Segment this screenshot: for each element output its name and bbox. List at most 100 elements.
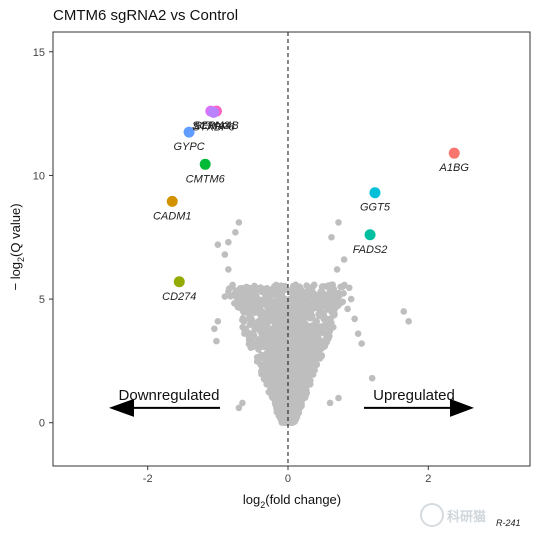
gene-point	[351, 315, 358, 323]
gene-point	[294, 306, 301, 313]
gene-point	[234, 303, 242, 311]
gene-point	[358, 340, 365, 347]
gene-point	[248, 320, 256, 328]
gene-point	[252, 325, 260, 332]
gene-point	[324, 304, 331, 311]
gene-point	[280, 329, 288, 336]
gene-point	[301, 290, 309, 298]
gene-point	[281, 310, 289, 317]
gene-point	[287, 391, 294, 399]
highlight-point-cadm1	[166, 195, 178, 207]
gene-point	[225, 238, 232, 246]
gene-label-cadm1: CADM1	[153, 210, 192, 222]
gene-point	[308, 292, 315, 299]
gene-point	[270, 390, 278, 398]
gene-point	[303, 344, 311, 351]
gene-point	[235, 219, 243, 226]
gene-point	[308, 314, 316, 322]
gene-point	[283, 350, 290, 358]
gene-point	[262, 309, 270, 317]
gene-label-cd274: CD274	[162, 291, 196, 303]
gene-label-scrn3: SCRN3	[192, 120, 230, 132]
gene-point	[302, 306, 309, 313]
gene-point	[257, 361, 264, 369]
gene-point	[275, 346, 283, 353]
gene-point	[270, 301, 277, 309]
gene-point	[221, 293, 229, 300]
gene-point	[297, 346, 304, 354]
gene-label-sema4b: SEMA4B	[194, 120, 239, 132]
gene-point	[264, 338, 272, 345]
gene-point	[325, 335, 332, 342]
gene-point	[335, 394, 342, 402]
gene-point	[300, 314, 308, 321]
gene-point	[258, 330, 266, 338]
gene-point	[334, 302, 342, 310]
gene-point	[239, 316, 246, 324]
gene-point	[290, 317, 298, 325]
gene-point	[268, 350, 276, 358]
gene-point	[258, 321, 266, 329]
gene-point	[257, 337, 265, 345]
gene-point	[213, 337, 220, 345]
gene-point	[288, 329, 295, 337]
gene-label-gypc: GYPC	[173, 141, 204, 153]
gene-point	[277, 371, 285, 379]
right-arrow-icon	[450, 398, 474, 417]
gene-point	[286, 399, 293, 407]
watermark-text: 科研猫	[447, 509, 486, 524]
gene-point	[268, 292, 276, 299]
gene-label-fads2: FADS2	[353, 244, 388, 256]
gene-point	[211, 325, 218, 333]
gene-point	[281, 315, 289, 322]
gene-point	[339, 298, 347, 306]
gene-point	[242, 298, 250, 305]
gene-point	[354, 330, 362, 337]
gene-label-a1bg: A1BG	[439, 162, 470, 174]
gene-point	[310, 342, 317, 349]
gene-point	[281, 340, 288, 348]
gene-label-stxbp6: STXBP6	[193, 121, 236, 133]
gene-point	[247, 284, 254, 292]
gene-point	[235, 404, 243, 412]
gene-point	[225, 266, 232, 273]
gene-point	[293, 330, 301, 337]
gene-point	[300, 375, 308, 383]
gene-point	[289, 335, 297, 342]
gene-point	[337, 290, 345, 298]
gene-point	[301, 333, 308, 341]
gene-point	[295, 401, 302, 409]
gene-point	[270, 372, 277, 379]
gene-label-cmtm6: CMTM6	[186, 173, 226, 185]
gene-point	[310, 332, 318, 340]
highlight-point-cd274	[173, 276, 185, 288]
y-tick-label: 0	[39, 418, 45, 430]
gene-point	[282, 286, 289, 293]
gene-point	[310, 355, 318, 362]
gene-point	[320, 290, 327, 298]
gene-point	[297, 368, 305, 375]
left-arrow-icon	[109, 398, 134, 417]
gene-point	[221, 251, 229, 258]
chart-title: CMTM6 sgRNA2 vs Control	[53, 7, 238, 24]
gene-point	[332, 294, 339, 301]
direction-annotations: Downregulated Upregulated	[109, 387, 474, 417]
gene-point	[251, 296, 259, 304]
gene-labels: A1BG CMTM6 GGT5 FADS2 CADM1 CD274 GYPC SCRN3SEM…	[153, 120, 469, 303]
highlighted-genes	[166, 105, 460, 288]
gene-point	[318, 283, 326, 290]
gene-point	[275, 302, 283, 310]
x-tick-label: 0	[285, 473, 291, 485]
gene-point	[214, 318, 222, 325]
gene-point	[347, 295, 355, 303]
gene-point	[280, 399, 287, 406]
gene-point	[315, 348, 322, 355]
gene-point	[400, 308, 408, 315]
gene-point	[251, 303, 259, 311]
gene-point	[295, 377, 303, 385]
gene-point	[271, 362, 278, 369]
gene-point	[326, 399, 334, 407]
